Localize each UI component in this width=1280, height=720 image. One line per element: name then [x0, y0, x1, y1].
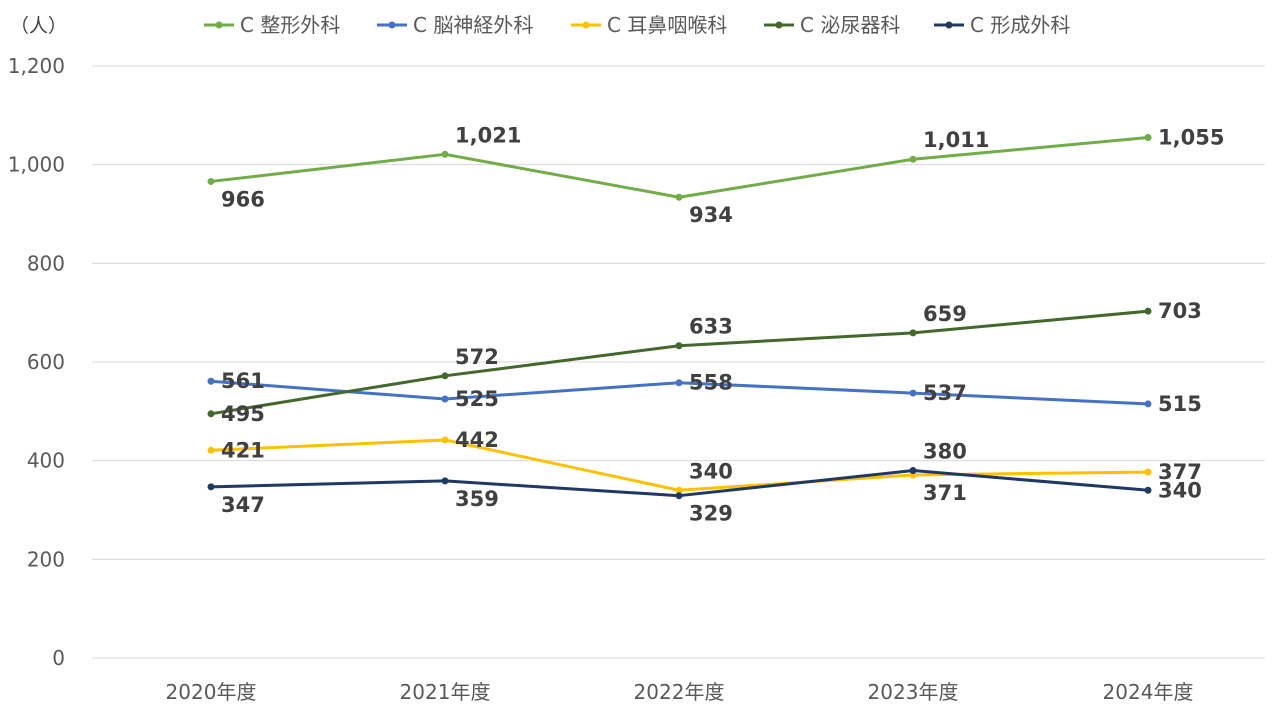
legend: C 整形外科 C 脳神経外科 C 耳鼻咽喉科 C 泌尿器科 C 形成外科 [204, 13, 1070, 37]
data-point [675, 379, 683, 387]
data-label: 1,011 [923, 128, 989, 152]
data-point [675, 492, 683, 500]
data-label: 934 [689, 203, 733, 227]
data-label: 966 [221, 187, 265, 211]
data-point [675, 193, 683, 201]
data-point [207, 446, 215, 454]
data-label: 703 [1158, 299, 1202, 323]
data-point [675, 486, 683, 494]
data-label: 380 [923, 440, 967, 464]
y-axis-unit-label: （人） [10, 15, 67, 37]
series-4: 347 359 329 380 340 [207, 440, 1202, 526]
data-point [1144, 486, 1152, 494]
data-point [207, 377, 215, 385]
legend-point-marker [388, 21, 396, 29]
legend-label: C 脳神経外科 [413, 13, 533, 37]
data-label: 329 [689, 502, 733, 526]
data-label: 659 [923, 302, 967, 326]
data-point [1144, 134, 1152, 142]
x-tick-label: 2024年度 [1103, 680, 1194, 704]
y-tick-label: 0 [52, 646, 65, 670]
y-axis-ticks: 0 200 400 600 800 1,000 1,200 [8, 54, 65, 670]
legend-point-marker [945, 21, 953, 29]
legend-point-marker [215, 21, 223, 29]
legend-label: C 整形外科 [240, 13, 340, 37]
legend-point-marker [582, 21, 590, 29]
series-3: 495 572 633 659 703 [207, 299, 1202, 426]
y-tick-label: 800 [27, 251, 65, 275]
series-0: 966 1,021 934 1,011 1,055 [207, 123, 1224, 227]
data-label: 572 [455, 345, 499, 369]
data-point [441, 150, 449, 158]
series-2: 421 442 340 371 377 [207, 428, 1202, 505]
data-label: 340 [689, 459, 733, 483]
legend-label: C 形成外科 [970, 13, 1070, 37]
data-point [675, 342, 683, 350]
y-tick-label: 600 [27, 350, 65, 374]
data-label: 359 [455, 487, 499, 511]
data-point [207, 483, 215, 491]
x-axis-ticks: 2020年度 2021年度 2022年度 2023年度 2024年度 [166, 680, 1194, 704]
y-tick-label: 200 [27, 547, 65, 571]
y-tick-label: 400 [27, 449, 65, 473]
data-point [441, 436, 449, 444]
data-label: 377 [1158, 460, 1202, 484]
data-point [909, 329, 917, 337]
data-label: 558 [689, 371, 733, 395]
data-label: 525 [455, 387, 499, 411]
data-label: 442 [455, 428, 499, 452]
series-1: 561 525 558 537 515 [207, 369, 1202, 416]
data-label: 340 [1158, 478, 1202, 502]
data-point [909, 389, 917, 397]
y-tick-label: 1,200 [8, 54, 65, 78]
legend-point-marker [775, 21, 783, 29]
legend-label: C 耳鼻咽喉科 [607, 13, 727, 37]
x-tick-label: 2023年度 [868, 680, 959, 704]
data-point [909, 155, 917, 163]
y-tick-label: 1,000 [8, 153, 65, 177]
data-label: 633 [689, 315, 733, 339]
data-point [207, 410, 215, 418]
data-point [441, 477, 449, 485]
x-tick-label: 2021年度 [400, 680, 491, 704]
data-point [441, 372, 449, 380]
data-label: 561 [221, 369, 265, 393]
data-label: 1,055 [1158, 126, 1224, 150]
data-label: 1,021 [455, 123, 521, 147]
data-point [1144, 468, 1152, 476]
data-label: 495 [221, 402, 265, 426]
gridlines [92, 65, 1265, 659]
data-point [207, 177, 215, 185]
x-tick-label: 2022年度 [634, 680, 725, 704]
data-label: 421 [221, 438, 265, 462]
legend-label: C 泌尿器科 [800, 13, 900, 37]
data-label: 537 [923, 381, 967, 405]
data-label: 371 [923, 481, 967, 505]
x-tick-label: 2020年度 [166, 680, 257, 704]
data-point [441, 395, 449, 403]
data-label: 515 [1158, 392, 1202, 416]
data-point [1144, 400, 1152, 408]
data-point [909, 467, 917, 475]
data-point [1144, 307, 1152, 315]
data-label: 347 [221, 493, 265, 517]
series-line [210, 136, 1149, 199]
